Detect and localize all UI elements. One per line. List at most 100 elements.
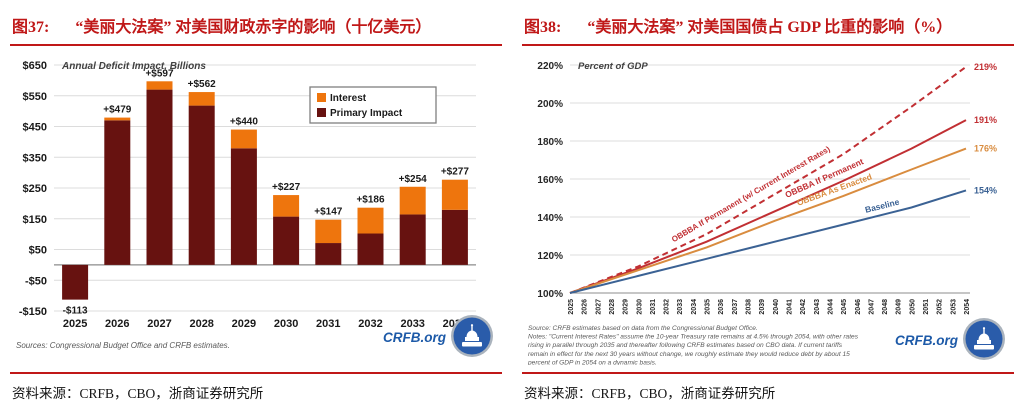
bar-2025: -$113 [62, 264, 89, 317]
figure-38-title: “美丽大法案” 对美国国债占 GDP 比重的影响（%） [587, 19, 953, 36]
svg-text:2038: 2038 [746, 299, 753, 315]
svg-text:Source: CRFB estimates based o: Source: CRFB estimates based on data fro… [528, 325, 758, 332]
svg-text:$350: $350 [23, 152, 47, 164]
capitol-dome-icon [462, 324, 482, 347]
svg-text:2043: 2043 [814, 299, 821, 315]
svg-text:$150: $150 [23, 214, 47, 226]
svg-text:2053: 2053 [950, 299, 957, 315]
line-baseline [569, 189, 967, 294]
svg-text:2046: 2046 [855, 299, 862, 315]
series-labels: OBBBA If Permanent (w/ Current Interest … [670, 144, 900, 244]
svg-text:2047: 2047 [868, 299, 875, 315]
legend-swatch-primary-impact [317, 108, 326, 117]
svg-text:2032: 2032 [664, 299, 671, 315]
bar-2029: +$440 [230, 117, 259, 265]
deficit-bar-chart: $650 $550 $450 $350 $250 $150 $50 -$50 -$150 2025… [16, 60, 493, 357]
svg-text:2026: 2026 [582, 299, 589, 315]
svg-text:120%: 120% [537, 251, 563, 262]
svg-text:2030: 2030 [636, 299, 643, 315]
svg-text:$450: $450 [23, 122, 47, 134]
bar-2034: +$277 [441, 167, 470, 265]
svg-text:2041: 2041 [786, 299, 793, 315]
series-end-labels: 219% 191% 176% 154% [974, 62, 997, 195]
line-obbba-as-enacted [569, 147, 967, 294]
svg-text:percent of GDP in 2054 on a dy: percent of GDP in 2054 on a dynamic basi… [527, 359, 657, 365]
svg-text:+$186: +$186 [356, 195, 385, 206]
svg-text:+$254: +$254 [399, 174, 428, 185]
svg-text:2026: 2026 [105, 318, 129, 330]
svg-text:2028: 2028 [189, 318, 213, 330]
svg-text:+$440: +$440 [230, 117, 259, 128]
svg-text:$50: $50 [29, 245, 47, 257]
svg-text:2028: 2028 [609, 299, 616, 315]
bar-2028: +$562 [188, 79, 217, 265]
y-axis-labels: 220% 200% 180% 160% 140% 120% 100% [537, 61, 563, 300]
legend: Interest Primary Impact [309, 86, 437, 124]
svg-text:100%: 100% [537, 289, 563, 300]
svg-text:+$277: +$277 [441, 167, 470, 178]
bar-2030: +$227 [272, 182, 301, 265]
svg-text:2051: 2051 [923, 299, 930, 315]
svg-text:+$597: +$597 [145, 68, 174, 79]
svg-text:2048: 2048 [882, 299, 889, 315]
svg-text:-$50: -$50 [25, 275, 47, 287]
svg-text:2034: 2034 [691, 299, 698, 315]
svg-text:2027: 2027 [595, 299, 602, 315]
figure-37-title: “美丽大法案” 对美国财政赤字的影响（十亿美元） [75, 19, 432, 36]
svg-text:2044: 2044 [827, 299, 834, 315]
svg-text:2035: 2035 [705, 299, 712, 315]
line-obbba-if-permanent-w-current-interest-rates [569, 66, 967, 294]
figure-38-panel: 图38: “美丽大法案” 对美国国债占 GDP 比重的影响（%） 220% 200… [522, 0, 1014, 402]
figure-37-label: 图37: [12, 19, 50, 36]
svg-text:2040: 2040 [773, 299, 780, 315]
crfb-logo: CRFB.org [895, 318, 1005, 360]
svg-text:+$147: +$147 [314, 207, 343, 218]
chart-inner-title: Annual Deficit Impact, Billions [61, 61, 206, 72]
bar-2027: +$597 [145, 68, 174, 265]
svg-text:Primary Impact: Primary Impact [330, 108, 403, 119]
crfb-logo: CRFB.org [383, 315, 493, 357]
svg-text:$550: $550 [23, 91, 47, 103]
svg-text:Notes: "Current Interest Rates: Notes: "Current Interest Rates" assume t… [528, 334, 859, 341]
svg-text:2032: 2032 [358, 318, 382, 330]
debt-gdp-line-chart-area: 220% 200% 180% 160% 140% 120% 100% Percent of G… [522, 46, 1014, 370]
svg-text:+$227: +$227 [272, 182, 301, 193]
svg-text:2025: 2025 [63, 318, 87, 330]
svg-text:154%: 154% [974, 185, 997, 195]
svg-text:2042: 2042 [800, 299, 807, 315]
capitol-dome-icon [974, 327, 994, 350]
y-axis-labels: $650 $550 $450 $350 $250 $150 $50 -$50 -$150 [19, 60, 47, 318]
svg-text:2031: 2031 [316, 318, 340, 330]
svg-text:2030: 2030 [274, 318, 298, 330]
svg-text:2029: 2029 [232, 318, 256, 330]
svg-text:-$150: -$150 [19, 306, 47, 318]
svg-text:2045: 2045 [841, 299, 848, 315]
svg-text:$250: $250 [23, 183, 47, 195]
svg-text:$650: $650 [23, 60, 47, 72]
svg-text:200%: 200% [537, 99, 563, 110]
bar-2031: +$147 [314, 207, 343, 265]
svg-text:2050: 2050 [909, 299, 916, 315]
svg-text:+$562: +$562 [188, 79, 217, 90]
bar-2033: +$254 [399, 174, 428, 265]
svg-text:2025: 2025 [568, 299, 575, 315]
svg-text:Interest: Interest [330, 93, 367, 104]
svg-text:220%: 220% [537, 61, 563, 72]
svg-text:2036: 2036 [718, 299, 725, 315]
svg-text:2029: 2029 [623, 299, 630, 315]
figure-37-header: 图37: “美丽大法案” 对美国财政赤字的影响（十亿美元） [10, 0, 502, 46]
chart-source-note: Sources: Congressional Budget Office and… [16, 341, 230, 350]
debt-gdp-line-chart: 220% 200% 180% 160% 140% 120% 100% Percent of G… [527, 61, 1005, 365]
bar-2026: +$479 [103, 105, 132, 265]
svg-text:180%: 180% [537, 137, 563, 148]
figure-37-source: 资料来源：CRFB，CBO，浙商证券研究所 [10, 372, 502, 402]
figure-38-label: 图38: [524, 19, 562, 36]
figure-38-header: 图38: “美丽大法案” 对美国国债占 GDP 比重的影响（%） [522, 0, 1014, 46]
x-axis-labels: 2025 2026 2027 2028 2029 2030 2031 2032 2033 2034… [568, 299, 971, 315]
svg-text:2033: 2033 [677, 299, 684, 315]
svg-text:-$113: -$113 [63, 306, 88, 317]
figure-38-source: 资料来源：CRFB，CBO，浙商证券研究所 [522, 372, 1014, 402]
svg-text:219%: 219% [974, 62, 997, 72]
